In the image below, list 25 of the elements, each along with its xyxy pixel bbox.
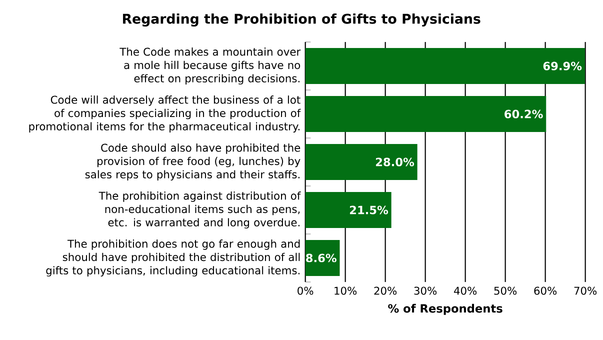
y-tick-label: The prohibition against distribution of non-educational items such as pens, etc. is warranted and long overdue. (98, 192, 301, 228)
x-tick-label: 60% (534, 286, 557, 295)
x-tick-label: 40% (454, 286, 477, 295)
bar (305, 192, 392, 228)
data-label: 21.5% (350, 206, 388, 214)
x-tick-label: 50% (494, 286, 517, 295)
chart-title: Regarding the Prohibition of Gifts to Physicians (123, 13, 480, 27)
y-tick-label: Code will adversely affect the business of a lot of companies specializing in the production of promotional items for the pharmaceutical industry. (29, 96, 301, 132)
bar (305, 240, 340, 276)
data-label: 69.9% (543, 62, 582, 70)
x-tick-label: 10% (334, 286, 357, 295)
x-tick-label: 30% (414, 286, 437, 295)
data-label: 28.0% (376, 158, 414, 166)
bar (305, 96, 546, 132)
y-tick-label: The Code makes a mountain over a mole hill because gifts have no effect on prescribing decisions. (120, 48, 301, 85)
y-tick-label: Code should also have prohibited the provision of free food (eg, lunches) by sales reps to physicians and their staffs. (85, 144, 300, 180)
x-axis-title: % of Respondents (388, 304, 502, 315)
data-label: 8.6% (306, 254, 336, 262)
data-label: 60.2% (504, 110, 543, 118)
x-tick-label: 0% (298, 286, 314, 295)
y-tick-label: The prohibition does not go far enough and should have prohibited the distribution of all gifts to physicians, including educational items. (46, 240, 300, 276)
bar (305, 48, 585, 84)
x-tick-label: 70% (574, 286, 597, 295)
bar (305, 144, 418, 180)
x-tick-label: 20% (374, 286, 397, 295)
